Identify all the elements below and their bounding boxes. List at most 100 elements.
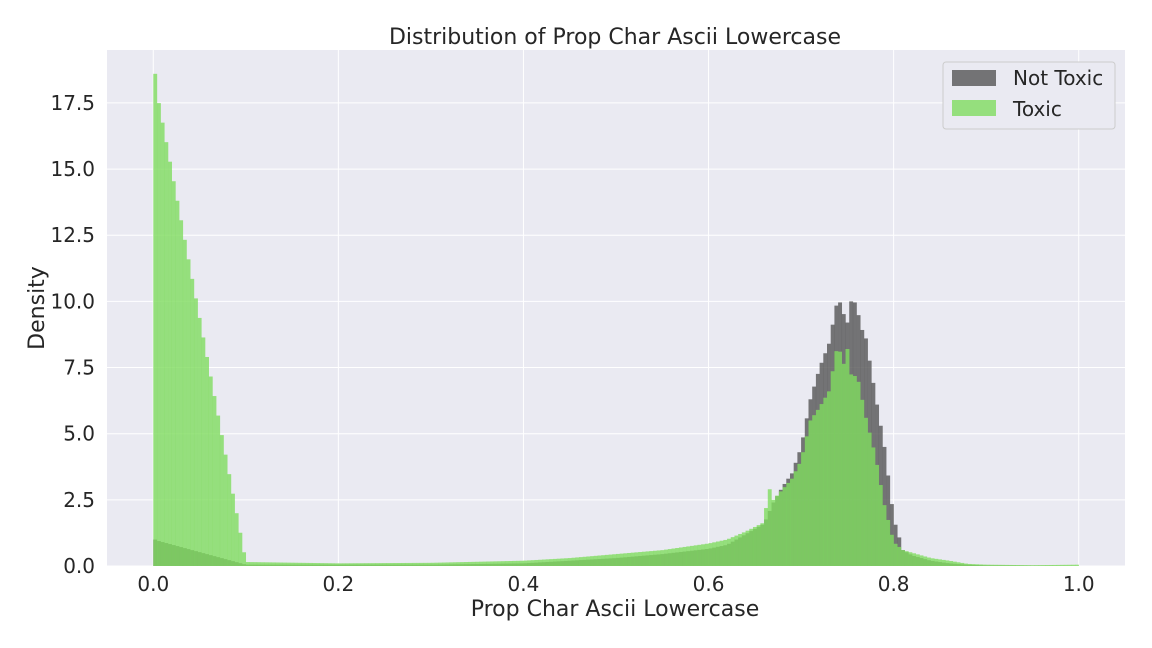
toxic-bar	[982, 564, 987, 566]
toxic-bar	[808, 420, 813, 566]
toxic-bar	[841, 363, 846, 566]
toxic-bar	[575, 557, 580, 566]
toxic-bar	[430, 562, 435, 566]
toxic-bar	[264, 562, 269, 566]
toxic-bar	[475, 561, 480, 566]
toxic-bar	[601, 555, 606, 566]
toxic-bar	[460, 562, 465, 566]
toxic-bar	[319, 563, 324, 566]
toxic-bar	[290, 562, 295, 566]
toxic-bar	[208, 376, 213, 566]
toxic-bar	[882, 505, 887, 566]
toxic-bar	[467, 561, 472, 566]
toxic-bar	[912, 553, 917, 566]
toxic-bar	[871, 447, 876, 566]
toxic-bar	[641, 551, 646, 566]
toxic-bar	[815, 409, 820, 566]
toxic-bar	[1049, 564, 1054, 566]
legend-label-not-toxic: Not Toxic	[1013, 66, 1103, 90]
toxic-bar	[1071, 564, 1076, 566]
toxic-bar	[945, 560, 950, 566]
toxic-bar	[767, 489, 772, 566]
toxic-bar	[778, 491, 783, 566]
toxic-bar	[634, 552, 639, 566]
toxic-bar	[764, 508, 768, 566]
toxic-bar	[508, 561, 513, 566]
toxic-bar	[530, 560, 535, 566]
toxic-bar	[338, 563, 343, 566]
toxic-bar	[619, 553, 624, 566]
toxic-bar	[175, 200, 180, 566]
toxic-bar	[782, 487, 787, 566]
x-tick-label: 0.8	[878, 572, 910, 596]
toxic-bar	[608, 554, 613, 566]
toxic-bar	[345, 563, 350, 566]
y-axis-label: Density	[25, 266, 50, 350]
x-axis-ticks: 0.0 0.2 0.4 0.6 0.8 1.0	[137, 572, 1094, 596]
toxic-bar	[327, 563, 332, 566]
legend-swatch-toxic	[952, 100, 996, 116]
toxic-bar	[667, 549, 672, 566]
toxic-bar	[901, 550, 905, 566]
toxic-bar	[686, 546, 691, 566]
toxic-bar	[164, 142, 169, 567]
toxic-bar	[231, 493, 235, 566]
toxic-bar	[1041, 565, 1046, 566]
y-tick-label: 15.0	[50, 157, 95, 181]
toxic-bar	[186, 259, 191, 566]
toxic-bar	[738, 533, 743, 566]
legend-swatch-not-toxic	[952, 70, 996, 86]
x-tick-label: 0.6	[693, 572, 725, 596]
toxic-bar	[760, 523, 765, 566]
toxic-bar	[397, 563, 402, 566]
toxic-bar	[771, 499, 776, 566]
toxic-bar	[523, 560, 528, 566]
toxic-bar	[367, 563, 372, 566]
toxic-bar	[845, 349, 850, 566]
toxic-bar	[590, 556, 594, 566]
toxic-bar	[775, 495, 780, 566]
toxic-bar	[690, 545, 694, 566]
toxic-bar	[838, 351, 843, 566]
toxic-bar	[279, 562, 284, 566]
toxic-bar	[1060, 564, 1065, 566]
toxic-bar	[560, 558, 565, 566]
toxic-bar	[249, 562, 254, 566]
plot-area	[107, 50, 1125, 566]
y-tick-label: 10.0	[50, 289, 95, 313]
toxic-bar	[915, 554, 920, 566]
toxic-bar	[445, 562, 450, 566]
toxic-bar	[179, 220, 184, 566]
toxic-bar	[1030, 565, 1035, 566]
toxic-bar	[182, 239, 187, 567]
toxic-bar	[1063, 564, 1068, 566]
toxic-bar	[801, 452, 805, 566]
x-tick-label: 0.2	[322, 572, 354, 596]
y-tick-label: 12.5	[50, 223, 95, 247]
toxic-bar	[371, 563, 376, 566]
toxic-bar	[623, 553, 628, 566]
toxic-bar	[582, 556, 587, 566]
toxic-bar	[971, 564, 976, 566]
toxic-bar	[160, 122, 165, 566]
toxic-bar	[604, 554, 609, 566]
toxic-bar	[493, 561, 498, 566]
toxic-bar	[812, 415, 817, 566]
y-tick-label: 2.5	[63, 488, 95, 512]
toxic-bar	[786, 482, 791, 566]
toxic-bar	[449, 562, 454, 566]
toxic-bar	[1075, 564, 1079, 566]
toxic-bar	[490, 561, 495, 566]
toxic-bar	[793, 471, 798, 566]
toxic-bar	[989, 564, 994, 566]
toxic-bar	[1012, 564, 1016, 566]
legend: Not Toxic Toxic	[942, 61, 1116, 130]
toxic-bar	[578, 557, 583, 566]
toxic-bar	[293, 562, 298, 566]
toxic-bar	[967, 563, 972, 566]
toxic-bar	[867, 432, 872, 566]
toxic-bar	[193, 298, 198, 566]
toxic-bar	[197, 317, 202, 566]
toxic-bar	[253, 562, 258, 566]
x-tick-label: 0.4	[508, 572, 540, 596]
